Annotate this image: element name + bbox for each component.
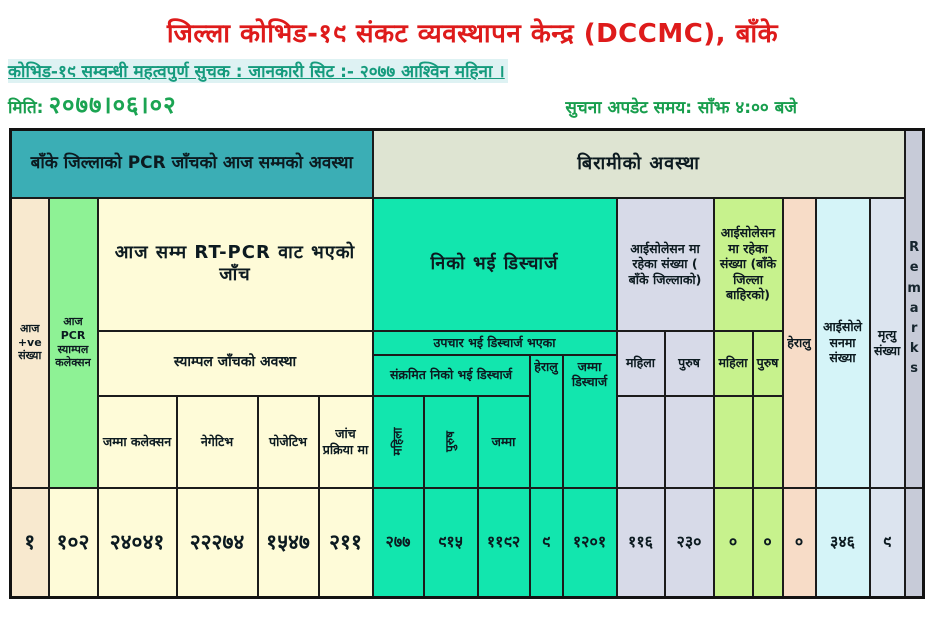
data-cell-female-iso-outside: ० <box>712 486 754 599</box>
data-cell-test-in-process: २११ <box>317 486 374 599</box>
date: मिति: २०७७।०६।०२ <box>8 88 177 121</box>
column-header-female-discharge: महिला <box>371 394 425 489</box>
column-header-test-in-process: जांच प्रक्रिया मा <box>317 394 374 489</box>
data-cell-today-positive: १ <box>9 486 50 599</box>
remarks-vertical-label: Remarks <box>907 240 921 377</box>
data-cell-caretaker-discharge: ९ <box>528 486 564 599</box>
group-header-isolation-outside: आईसोलेसन मा रहेका संख्या (बाँके जिल्ला ब… <box>712 196 784 332</box>
data-cell-male-iso-outside: ० <box>751 486 784 599</box>
column-header-death-count: मृत्यु संख्या <box>868 196 906 489</box>
meta-row: मिति: २०७७।०६।०२ सुचना अपडेट समय: साँझ ४… <box>8 88 937 121</box>
male-rotated-label: पुरुष <box>443 431 457 452</box>
group-header-rtpcr-tests: आज सम्म RT-PCR वाट भएको जाँच <box>96 196 374 332</box>
column-header-today-positive: आज +ve संख्या <box>9 196 50 489</box>
column-header-male-discharge: पुरुष <box>422 394 479 489</box>
column-header-remarks: Remarks <box>903 128 925 489</box>
column-header-female-iso-outside: महिला <box>712 329 754 397</box>
column-header-female-iso-banke: महिला <box>615 329 666 397</box>
data-cell-negative: २२२७४ <box>175 486 259 599</box>
data-cell-male-discharge: ९१५ <box>422 486 479 599</box>
column-header-total-discharge: जम्मा डिस्चार्ज <box>561 353 618 489</box>
female-rotated-label: महिला <box>390 427 405 456</box>
subtitle-row: कोभिड-१९ सम्वन्धी महत्वपुर्ण सुचक : जानक… <box>8 59 945 83</box>
data-cell-today-pcr-collection: १०२ <box>47 486 99 599</box>
data-cell-positive: १५४७ <box>256 486 320 599</box>
data-cell-in-isolation-total: ३४६ <box>814 486 871 599</box>
data-cell-total-collection: २४०४१ <box>96 486 178 599</box>
data-cell-total-discharged: ११९२ <box>476 486 531 599</box>
column-header-male-iso-outside: पुरुष <box>751 329 784 397</box>
page-subtitle: कोभिड-१९ सम्वन्धी महत्वपुर्ण सुचक : जानक… <box>8 59 508 83</box>
subheader-sample-test-status: स्याम्पल जाँचको अवस्था <box>96 329 374 397</box>
column-header-caretaker-discharge: हेरालु <box>528 353 564 489</box>
data-cell-male-iso-banke: २३० <box>663 486 715 599</box>
empty-cell <box>751 394 784 489</box>
group-header-pcr-status: बाँके जिल्लाको PCR जाँचको आज सम्मको अवस्… <box>9 128 374 199</box>
column-header-today-pcr-collection: आज PCR स्याम्पल कलेक्सन <box>47 196 99 489</box>
empty-cell <box>663 394 715 489</box>
group-header-recovered-discharged: निको भई डिस्चार्ज <box>371 196 618 332</box>
covid-status-table: बाँके जिल्लाको PCR जाँचको आज सम्मको अवस्… <box>9 128 926 599</box>
data-cell-total-discharge: १२०१ <box>561 486 618 599</box>
column-header-total-discharged: जम्मा <box>476 394 531 489</box>
group-header-isolation-banke: आईसोलेसन मा रहेका संख्या ( बाँके जिल्लाक… <box>615 196 715 332</box>
date-value: २०७७।०६।०२ <box>48 91 177 119</box>
data-cell-death-count: ९ <box>868 486 906 599</box>
data-cell-remarks <box>903 486 925 599</box>
column-header-in-isolation-total: आईसोले सनमा संख्या <box>814 196 871 489</box>
empty-cell <box>712 394 754 489</box>
update-time: सुचना अपडेट समय: साँझ ४:०० बजे <box>565 98 797 118</box>
date-label: मिति: <box>8 98 44 118</box>
page-title: जिल्ला कोभिड-१९ संकट व्यवस्थापन केन्द्र … <box>166 19 779 49</box>
column-header-male-iso-banke: पुरुष <box>663 329 715 397</box>
column-header-total-collection: जम्मा कलेक्सन <box>96 394 178 489</box>
subheader-treated-discharged: उपचार भई डिस्चार्ज भएका <box>371 329 618 356</box>
column-header-caretaker-isolation: हेरालु <box>781 196 817 489</box>
subheader-infected-recovered: संक्रमित निको भई डिस्चार्ज <box>371 353 531 397</box>
column-header-positive: पोजेटिभ <box>256 394 320 489</box>
column-header-negative: नेगेटिभ <box>175 394 259 489</box>
data-cell-caretaker-isolation: ० <box>781 486 817 599</box>
group-header-patient-status: बिरामीको अवस्था <box>371 128 906 199</box>
data-cell-female-discharge: २७७ <box>371 486 425 599</box>
data-cell-female-iso-banke: ११६ <box>615 486 666 599</box>
empty-cell <box>615 394 666 489</box>
